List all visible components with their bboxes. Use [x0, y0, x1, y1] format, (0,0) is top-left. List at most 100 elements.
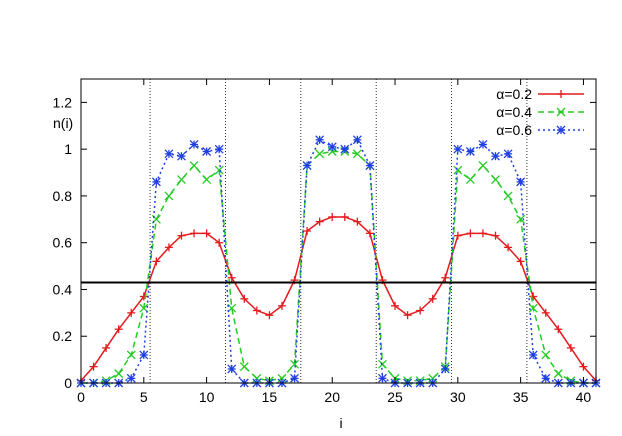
- series-2-point: [453, 165, 463, 175]
- series-1-point: [566, 343, 575, 352]
- series-1-point: [240, 294, 249, 303]
- series-3-point: [151, 177, 161, 187]
- series-1-point: [277, 301, 286, 310]
- series-1-point: [252, 306, 261, 315]
- series-2-point: [164, 191, 174, 201]
- series-line-3: [81, 138, 596, 384]
- series-1-point: [579, 362, 588, 371]
- series-2-point: [315, 149, 325, 159]
- series-3-point: [290, 373, 299, 383]
- series-1-point: [541, 308, 550, 317]
- series-3-point: [365, 161, 375, 170]
- x-tick-label: 35: [513, 389, 529, 405]
- series-1-point: [215, 238, 224, 247]
- series-3-point: [440, 364, 450, 374]
- x-tick-label: 15: [262, 389, 278, 405]
- series-line-1: [80, 216, 597, 382]
- x-tick-label: 30: [450, 389, 466, 405]
- y-tick-label: 0.2: [53, 328, 73, 344]
- series-1-point: [177, 231, 186, 240]
- series-1-point: [416, 306, 425, 315]
- y-tick-label: 0.4: [53, 281, 73, 297]
- series-3-point: [227, 364, 237, 374]
- series-2-point: [553, 369, 563, 379]
- series-1-point: [227, 273, 236, 282]
- series-1-point: [453, 231, 462, 240]
- series-1-point: [164, 243, 173, 252]
- series-1-point: [89, 362, 98, 371]
- series-1-point: [114, 325, 123, 334]
- series-3-point: [503, 149, 513, 159]
- x-tick-label: 20: [324, 389, 340, 405]
- series-3-point: [378, 373, 387, 383]
- series-3-point: [189, 140, 199, 149]
- series-3-point: [202, 147, 212, 156]
- series-3-point: [164, 149, 174, 159]
- y-tick-label: 0: [64, 375, 72, 391]
- series-1-point: [466, 229, 475, 238]
- series-3-point: [352, 135, 362, 145]
- legend: α=0.2 α=0.4 α=0.6: [496, 86, 584, 138]
- series-1-point: [365, 229, 374, 238]
- series-1-point: [391, 301, 400, 310]
- x-tick-label: 25: [387, 389, 403, 405]
- series-3-point: [214, 144, 224, 154]
- series-3-point: [465, 147, 475, 156]
- series-1-point: [504, 243, 513, 252]
- series-3-point: [139, 350, 149, 360]
- series-2-point: [528, 303, 538, 313]
- series-1-point: [139, 292, 148, 301]
- series-2-point: [491, 175, 500, 185]
- series-1-point: [516, 257, 525, 266]
- y-axis-label: n(i): [53, 115, 73, 131]
- series-1-point: [554, 325, 563, 334]
- y-tick-label: 1: [64, 141, 72, 157]
- series-1-point: [190, 229, 199, 238]
- x-axis-label: i: [339, 415, 342, 431]
- x-tick-label: 10: [199, 389, 215, 405]
- series-2-point: [290, 359, 299, 369]
- series-2-point: [202, 175, 212, 185]
- series-1-point: [303, 227, 312, 235]
- series-1-point: [478, 229, 487, 238]
- series-3-point: [126, 373, 136, 383]
- legend-label-1: α=0.2: [496, 86, 532, 102]
- series-2-point: [516, 214, 526, 224]
- series-2-point: [503, 191, 513, 201]
- series-1-point: [265, 311, 274, 320]
- y-tick-label: 1.2: [53, 94, 73, 110]
- series-2-point: [239, 362, 249, 372]
- series-1-point: [202, 229, 211, 238]
- plot-frame: [80, 78, 597, 384]
- series-2-point: [114, 369, 124, 379]
- y-tick-label: 0.6: [53, 235, 73, 251]
- series-1-point: [315, 217, 324, 226]
- series-2-point: [541, 350, 551, 360]
- series-2-point: [478, 161, 488, 170]
- series-1-point: [353, 217, 362, 226]
- series-1-point: [491, 231, 500, 240]
- series-3-point: [315, 135, 325, 145]
- series-3-point: [340, 144, 350, 154]
- series-1-point: [441, 273, 450, 282]
- legend-marker-2: [556, 107, 566, 117]
- series-1-point: [152, 257, 161, 266]
- series-2-point: [352, 149, 362, 159]
- legend-marker-1: [557, 90, 565, 98]
- series-2-point: [378, 359, 387, 369]
- series-3-point: [327, 142, 337, 152]
- series-2-point: [177, 175, 186, 185]
- series-3-point: [541, 373, 551, 383]
- series-1-point: [328, 212, 337, 221]
- series-2-point: [126, 350, 136, 360]
- legend-marker-3: [556, 125, 566, 135]
- series-1-point: [102, 343, 111, 352]
- series-3-point: [516, 177, 526, 187]
- x-tick-label: 0: [77, 389, 85, 405]
- series-1-point: [127, 308, 136, 317]
- series-3-point: [491, 151, 500, 161]
- series-1-point: [403, 311, 412, 320]
- series-3-point: [478, 140, 488, 149]
- series-2-point: [465, 175, 475, 185]
